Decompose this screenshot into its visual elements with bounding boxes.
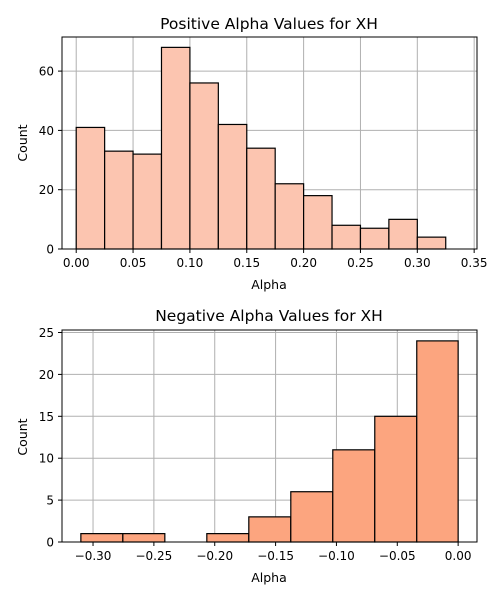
histogram-bar [416, 236, 447, 250]
y-tick-label: 20 [39, 368, 54, 382]
histogram-bar [248, 516, 292, 543]
histogram-bar [388, 218, 418, 250]
y-tick-label: 20 [39, 183, 54, 197]
x-tick-label: −0.10 [318, 549, 355, 563]
x-tick-label: 0.35 [461, 256, 488, 270]
histogram-bar [206, 533, 250, 543]
chart-title: Positive Alpha Values for XH [160, 15, 378, 33]
histogram-bar [290, 491, 334, 543]
x-axis-label: Alpha [251, 277, 287, 292]
x-tick-label: −0.05 [379, 549, 416, 563]
histogram-bar [122, 533, 166, 543]
x-tick-label: 0.25 [347, 256, 374, 270]
y-axis-label: Count [15, 418, 30, 455]
x-tick-label: 0.30 [404, 256, 431, 270]
x-tick-label: 0.05 [120, 256, 147, 270]
histogram-bar [189, 82, 219, 250]
chart-positive-alpha: Positive Alpha Values for XH Alpha Count [15, 15, 378, 292]
y-tick-label: 25 [39, 326, 54, 340]
x-axis-label: Alpha [251, 570, 287, 585]
y-tick-label: 40 [39, 124, 54, 138]
histogram-bar [416, 340, 459, 543]
histogram-bar [359, 227, 390, 250]
chart-negative-alpha: Negative Alpha Values for XH Alpha Count [15, 307, 383, 585]
plot-area: 0.00 0.05 0.10 0.15 0.20 0.25 0.30 0.35 0 20 40 60 [39, 36, 488, 270]
histogram-bar [246, 147, 276, 250]
x-tick-label: 0.00 [445, 549, 472, 563]
y-tick-label: 60 [39, 65, 54, 79]
y-tick-label: 10 [39, 452, 54, 466]
x-tick-label: −0.30 [75, 549, 112, 563]
x-tick-label: 0.15 [233, 256, 260, 270]
histogram-bar [132, 153, 163, 250]
chart-title: Negative Alpha Values for XH [155, 307, 383, 325]
x-tick-label: −0.15 [257, 549, 294, 563]
histogram-bar [160, 46, 191, 250]
histogram-bar [331, 224, 362, 250]
histogram-bar [104, 150, 134, 250]
histogram-bar [374, 415, 418, 543]
x-tick-label: 0.10 [177, 256, 204, 270]
y-tick-label: 15 [39, 410, 54, 424]
y-tick-label: 0 [46, 536, 54, 550]
histogram-bar [274, 183, 305, 250]
histogram-bar [80, 533, 124, 543]
y-axis-label: Count [15, 124, 30, 161]
y-tick-label: 0 [46, 243, 54, 257]
axes-frame [61, 36, 478, 250]
x-tick-label: −0.20 [196, 549, 233, 563]
histogram-bar [217, 123, 248, 250]
x-tick-label: 0.00 [63, 256, 90, 270]
histogram-bar [75, 126, 106, 250]
histogram-bar [332, 449, 376, 543]
x-tick-label: 0.20 [290, 256, 317, 270]
y-tick-label: 5 [46, 494, 54, 508]
histogram-bar [303, 195, 333, 250]
plot-area: −0.30 −0.25 −0.20 −0.15 −0.10 −0.05 0.00 0 5 10 15… [39, 326, 478, 563]
x-tick-label: −0.25 [135, 549, 172, 563]
axes-frame [61, 329, 478, 543]
